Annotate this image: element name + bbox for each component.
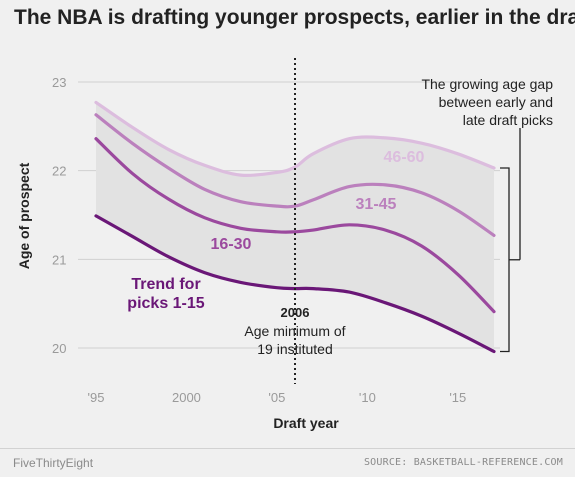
chart-title: The NBA is drafting younger prospects, e… (14, 6, 575, 29)
gap-text-line-1: The growing age gap (421, 76, 553, 92)
y-axis-title: Age of prospect (16, 162, 32, 269)
x-tick-2010: '10 (359, 390, 376, 405)
brand-label: FiveThirtyEight (13, 456, 94, 470)
rule-annotation: 2006 Age minimum of 19 instituted (244, 305, 345, 357)
y-tick-22: 22 (52, 164, 66, 179)
x-tick-1995: '95 (88, 390, 105, 405)
series-label-1-line-2: picks 1-15 (127, 295, 204, 312)
series-label-2: 16-30 (211, 236, 252, 253)
gap-text-line-3: late draft picks (463, 112, 553, 128)
rule-text-line-2: 19 instituted (257, 341, 333, 357)
rule-text-line-1: Age minimum of (244, 323, 345, 339)
age-gap-bracket (500, 167, 510, 353)
series-line-3 (94, 113, 496, 237)
line-chart: 20 21 22 23 '95 2000 '05 '10 '15 Age of prospec… (16, 58, 553, 431)
series-label-1-line-1: Trend for (131, 276, 200, 293)
y-tick-21: 21 (52, 252, 66, 267)
series-label-1: Trend for picks 1-15 (127, 276, 204, 312)
series-line-4 (94, 100, 496, 177)
series-line-2 (94, 137, 496, 314)
x-tick-labels: '95 2000 '05 '10 '15 (88, 390, 467, 405)
age-gap-annotation: The growing age gap between early and la… (421, 76, 553, 353)
series-label-4: 46-60 (384, 149, 425, 166)
series-labels: Trend for picks 1-15 16-30 31-45 46-60 (127, 149, 424, 312)
footer-divider (0, 448, 575, 449)
x-tick-2015: '15 (449, 390, 466, 405)
series-lines (94, 100, 496, 354)
rule-year-label: 2006 (281, 305, 310, 320)
series-label-3: 31-45 (356, 196, 397, 213)
y-tick-20: 20 (52, 341, 66, 356)
y-tick-labels: 20 21 22 23 (52, 75, 66, 356)
source-label: SOURCE: BASKETBALL-REFERENCE.COM (363, 457, 563, 468)
age-gap-band (96, 102, 494, 352)
x-axis-title: Draft year (273, 415, 339, 431)
x-tick-2000: 2000 (172, 390, 201, 405)
gap-text-line-2: between early and (439, 94, 553, 110)
x-tick-2005: '05 (268, 390, 285, 405)
y-tick-23: 23 (52, 75, 66, 90)
